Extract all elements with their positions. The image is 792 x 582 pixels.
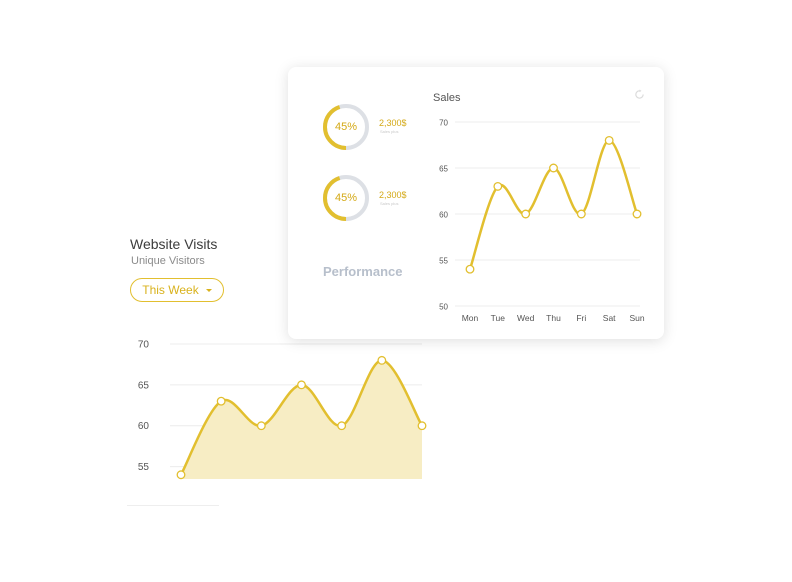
data-point[interactable]	[258, 422, 266, 430]
x-tick-label: Sat	[603, 313, 616, 323]
data-point[interactable]	[418, 422, 426, 430]
period-dropdown-label: This Week	[142, 283, 198, 297]
gauge-amount-caption: Sales plus	[380, 129, 398, 134]
website-visits-subtitle: Unique Visitors	[131, 255, 205, 267]
y-tick-label: 55	[439, 257, 448, 266]
data-point[interactable]	[550, 164, 558, 172]
data-point[interactable]	[466, 265, 474, 273]
chevron-down-icon	[206, 289, 212, 292]
x-tick-label: Fri	[576, 313, 586, 323]
x-tick-label: Sun	[629, 313, 644, 323]
series-line	[470, 140, 637, 269]
gauge-amount-caption: Sales plus	[380, 201, 398, 206]
performance-gauge: 45%	[321, 102, 371, 152]
sales-card: 45% 2,300$ Sales plus 45% 2,300$ Sales p…	[288, 67, 664, 339]
visits-area-chart: 55 60 65 70	[120, 328, 440, 488]
data-point[interactable]	[633, 210, 641, 218]
gauge-percent: 45%	[321, 173, 371, 223]
data-point[interactable]	[605, 137, 613, 145]
performance-gauge: 45%	[321, 173, 371, 223]
data-point[interactable]	[522, 210, 530, 218]
gauge-amount: 2,300$	[379, 118, 407, 128]
gauge-percent: 45%	[321, 102, 371, 152]
divider	[127, 505, 219, 506]
x-tick-label: Mon	[462, 313, 479, 323]
data-point[interactable]	[578, 210, 586, 218]
refresh-icon[interactable]	[634, 89, 645, 100]
data-point[interactable]	[378, 357, 386, 365]
sales-line-chart: 50 55 60 65 70 Mon Tue Wed Thu Fri Sat Sun	[428, 112, 658, 332]
gauge-amount: 2,300$	[379, 190, 407, 200]
y-tick-label: 70	[138, 340, 150, 351]
y-tick-label: 55	[138, 462, 150, 473]
chart-title: Sales	[433, 92, 461, 104]
x-tick-label: Thu	[546, 313, 561, 323]
data-point[interactable]	[217, 397, 225, 405]
y-tick-label: 50	[439, 303, 448, 312]
website-visits-title: Website Visits	[130, 236, 217, 252]
x-tick-label: Tue	[491, 313, 506, 323]
period-dropdown-button[interactable]: This Week	[130, 278, 224, 302]
data-point[interactable]	[298, 381, 306, 389]
y-tick-label: 65	[138, 380, 150, 391]
data-point[interactable]	[338, 422, 346, 430]
data-point[interactable]	[177, 471, 185, 479]
y-tick-label: 60	[439, 211, 448, 220]
y-tick-label: 65	[439, 165, 448, 174]
x-tick-label: Wed	[517, 313, 535, 323]
performance-label: Performance	[323, 264, 402, 279]
data-point[interactable]	[494, 183, 502, 191]
series-area	[181, 360, 422, 479]
y-tick-label: 70	[439, 119, 448, 128]
y-tick-label: 60	[138, 421, 150, 432]
